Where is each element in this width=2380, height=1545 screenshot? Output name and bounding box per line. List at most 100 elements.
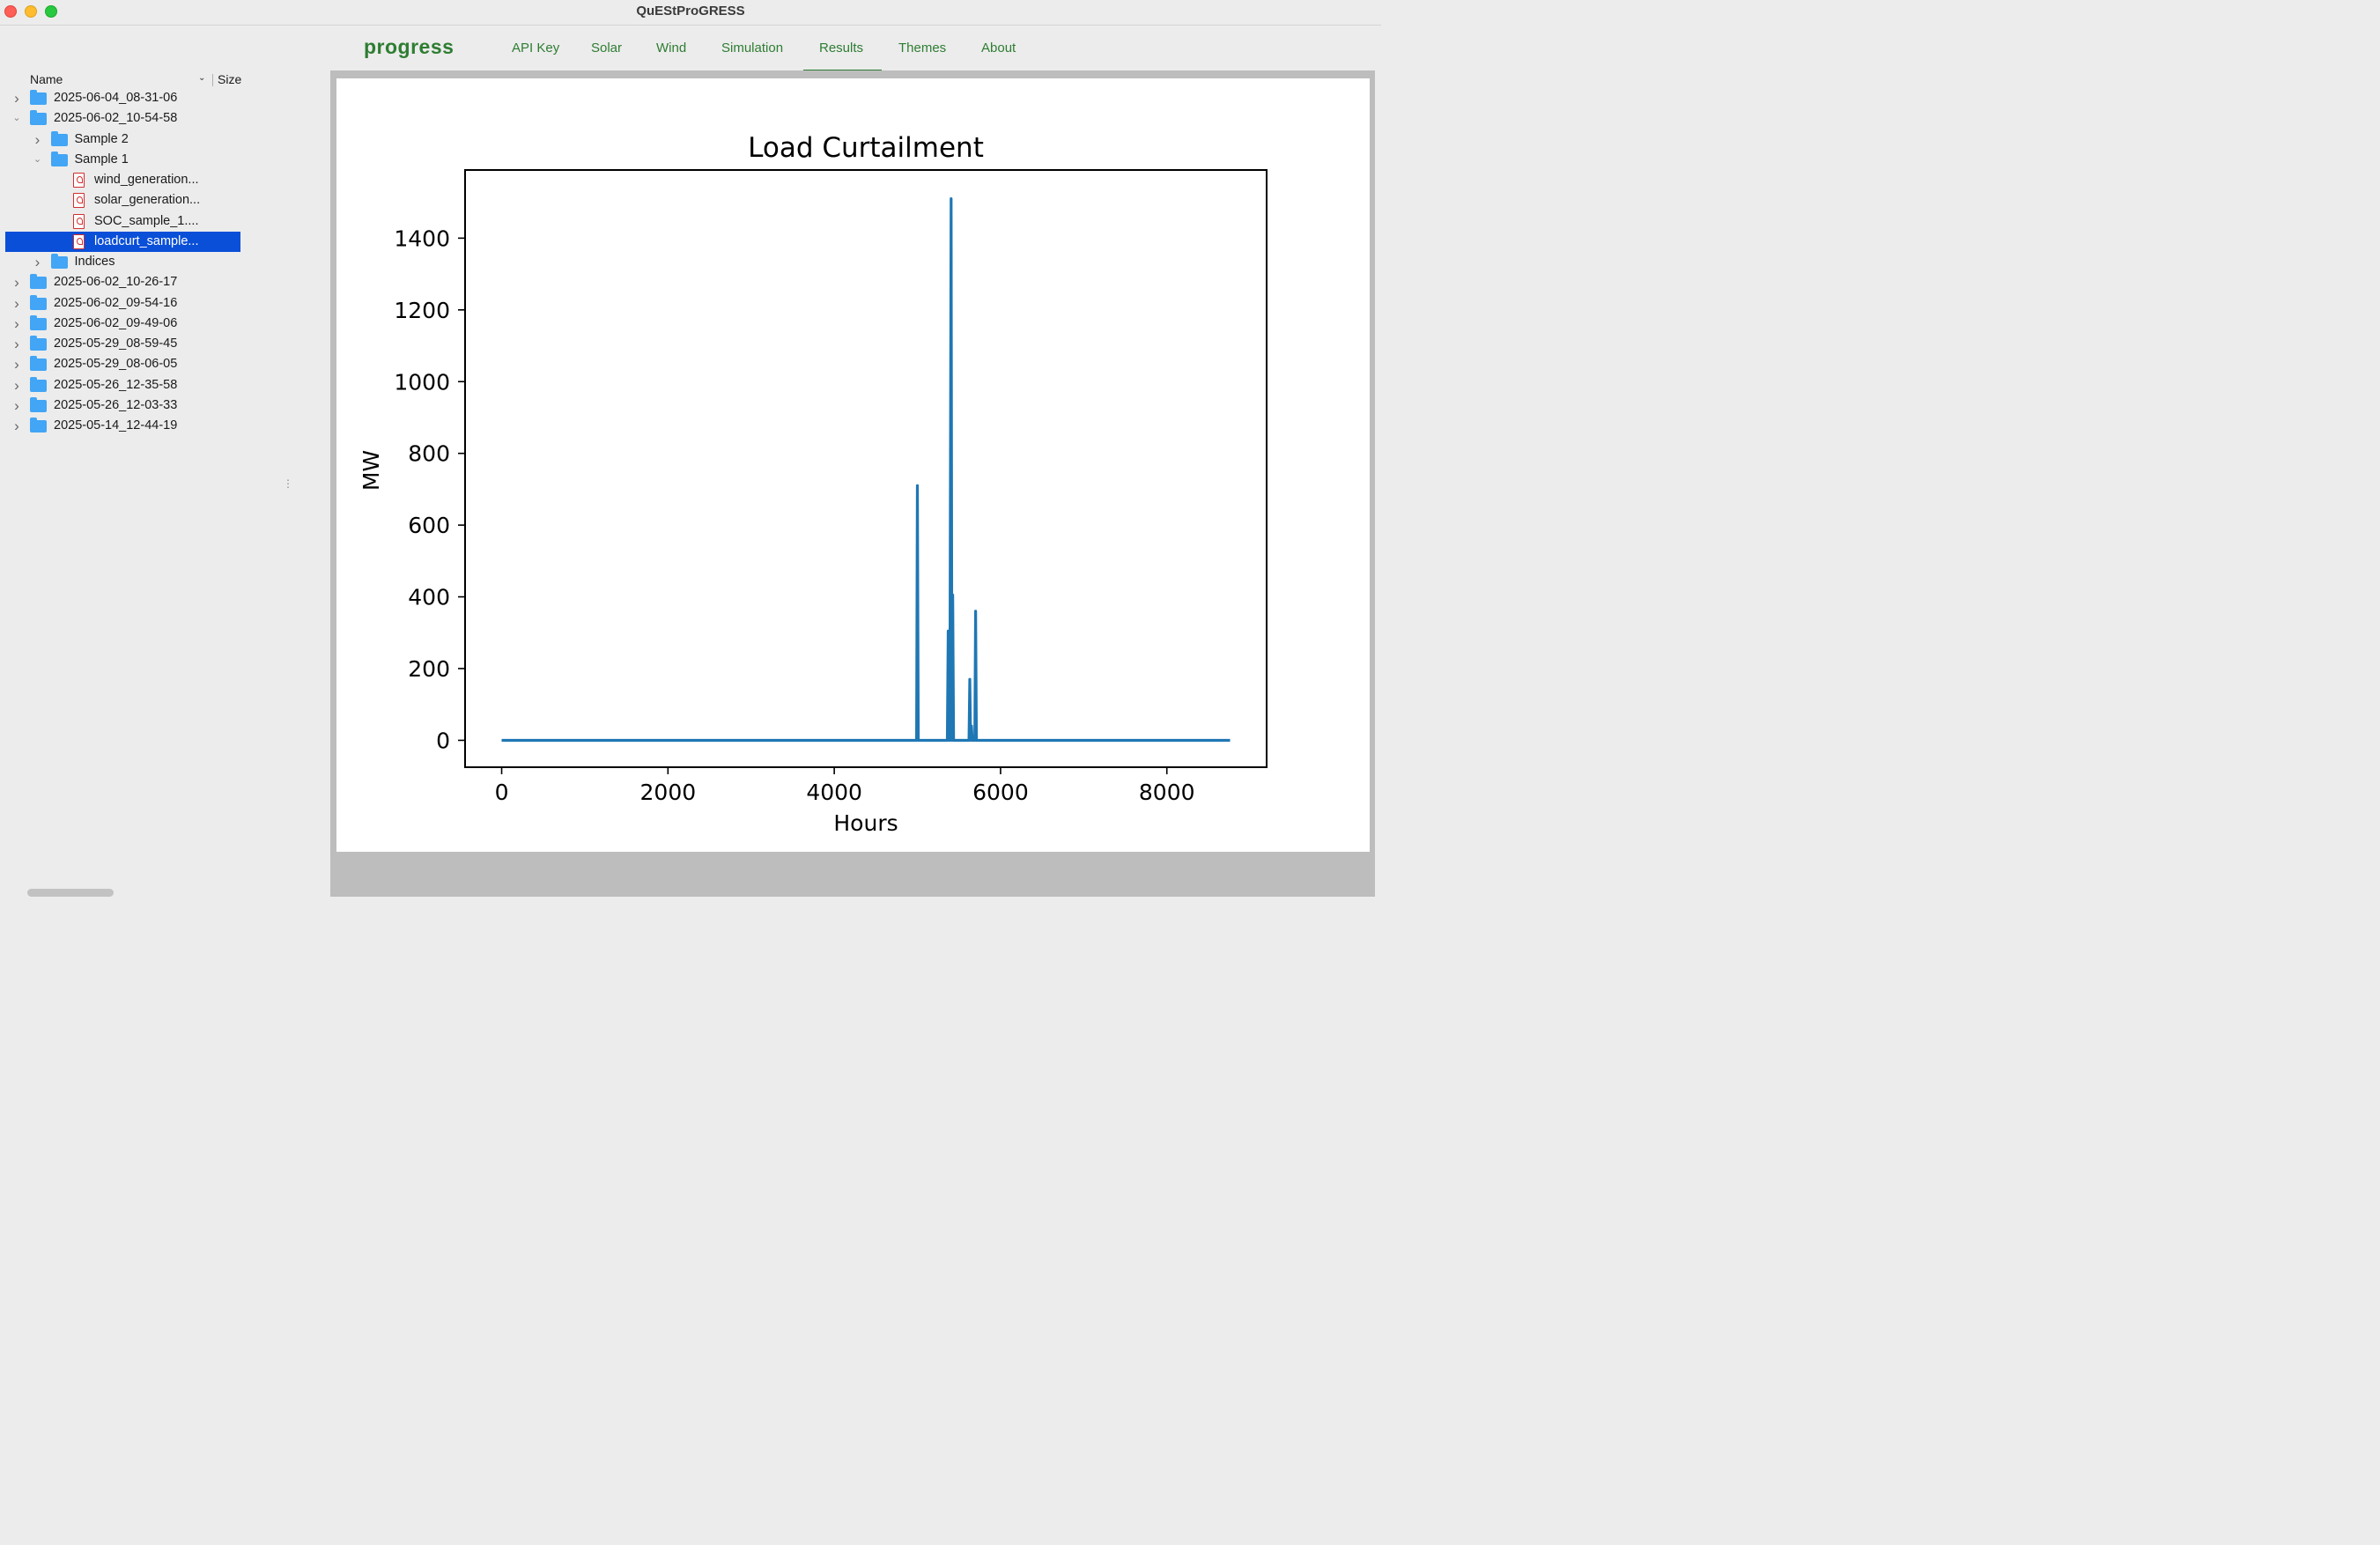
tree-item-label: 2025-06-02_10-26-17 bbox=[54, 275, 178, 290]
folder-icon bbox=[30, 274, 47, 290]
y-tick-label: 200 bbox=[408, 656, 450, 682]
splitter-handle-icon[interactable]: ⋮ bbox=[283, 477, 293, 490]
x-tick-label: 2000 bbox=[640, 780, 697, 805]
y-axis-label: MW bbox=[358, 450, 384, 491]
sort-chevron-icon[interactable]: ⌄ bbox=[198, 73, 206, 83]
folder-icon bbox=[30, 90, 47, 105]
chevron-right-icon[interactable]: › bbox=[14, 418, 19, 434]
tab-solar[interactable]: Solar bbox=[591, 41, 623, 55]
tree-folder-row[interactable]: › 2025-06-02_10-26-17 bbox=[5, 272, 240, 292]
close-window-button[interactable] bbox=[4, 5, 17, 18]
load-curtailment-chart: Load Curtailment Hours MW 0 2000 4000 6000 8… bbox=[358, 132, 1268, 836]
y-tick-label: 1400 bbox=[394, 225, 450, 251]
series-line bbox=[501, 197, 1231, 743]
folder-icon bbox=[30, 418, 47, 432]
tree-item-label: 2025-05-14_12-44-19 bbox=[54, 418, 178, 432]
pdf-file-icon bbox=[73, 193, 85, 209]
x-tick-label: 8000 bbox=[1139, 780, 1195, 805]
folder-icon bbox=[30, 336, 47, 351]
x-tick-label: 6000 bbox=[972, 780, 1029, 805]
column-header-size[interactable]: Size bbox=[218, 72, 242, 86]
tree-item-label: 2025-06-02_10-54-58 bbox=[54, 111, 178, 126]
chevron-right-icon[interactable]: › bbox=[14, 376, 19, 394]
tree-folder-row[interactable]: ⌄ 2025-06-02_10-54-58 bbox=[5, 108, 240, 129]
y-tick-label: 600 bbox=[408, 513, 450, 538]
tree-item-label: 2025-05-26_12-35-58 bbox=[54, 377, 178, 392]
folder-icon bbox=[30, 396, 47, 412]
file-browser: Name ⌄ Size › 2025-06-04_08-31-06 ⌄ 2025-06… bbox=[0, 70, 330, 897]
chevron-right-icon[interactable]: › bbox=[34, 130, 41, 148]
pdf-file-icon bbox=[73, 173, 85, 188]
tree-folder-row[interactable]: › 2025-05-29_08-06-05 bbox=[5, 354, 240, 374]
tab-api-key[interactable]: API Key bbox=[512, 41, 560, 55]
tree-folder-row[interactable]: › 2025-06-04_08-31-06 bbox=[5, 88, 240, 108]
chevron-right-icon[interactable]: › bbox=[14, 90, 19, 107]
tree-item-label: loadcurt_sample... bbox=[94, 233, 199, 248]
logo-text: progress bbox=[364, 35, 455, 58]
tree-folder-row[interactable]: › 2025-05-26_12-03-33 bbox=[5, 395, 240, 416]
tree-folder-row[interactable]: › Indices bbox=[5, 252, 240, 272]
app-logo: progress bbox=[364, 35, 454, 59]
horizontal-scrollbar[interactable] bbox=[27, 889, 114, 897]
tab-about[interactable]: About bbox=[981, 41, 1016, 55]
tree-item-label: 2025-06-02_09-54-16 bbox=[54, 295, 178, 310]
tree-folder-row[interactable]: › 2025-06-02_09-54-16 bbox=[5, 293, 240, 314]
chevron-right-icon[interactable]: › bbox=[14, 274, 19, 292]
x-tick-label: 4000 bbox=[806, 780, 862, 805]
y-tick-label: 400 bbox=[408, 585, 450, 610]
column-header-name[interactable]: Name bbox=[30, 72, 63, 86]
folder-icon bbox=[30, 314, 47, 330]
tree-item-label: Sample 2 bbox=[74, 131, 129, 146]
x-tick-label: 0 bbox=[495, 780, 509, 805]
axes-frame bbox=[464, 169, 1268, 768]
tree-item-label: 2025-06-04_08-31-06 bbox=[54, 91, 178, 105]
x-axis-label: Hours bbox=[833, 810, 898, 836]
folder-icon bbox=[30, 376, 47, 392]
tree-item-label: 2025-05-29_08-59-45 bbox=[54, 336, 178, 351]
chevron-right-icon[interactable]: › bbox=[14, 294, 19, 312]
tree-folder-row[interactable]: › 2025-05-29_08-59-45 bbox=[5, 334, 240, 354]
chevron-right-icon[interactable]: › bbox=[14, 396, 19, 414]
tree-file-row[interactable]: wind_generation... bbox=[5, 170, 240, 190]
tree-folder-row[interactable]: › 2025-05-26_12-35-58 bbox=[5, 375, 240, 395]
chevron-right-icon[interactable]: › bbox=[14, 336, 19, 352]
minimize-window-button[interactable] bbox=[25, 5, 37, 18]
tree-folder-row[interactable]: › 2025-06-02_09-49-06 bbox=[5, 314, 240, 334]
tree-item-label: wind_generation... bbox=[94, 173, 199, 187]
tree-file-row[interactable]: loadcurt_sample... bbox=[5, 231, 240, 252]
tree-item-label: 2025-05-29_08-06-05 bbox=[54, 357, 178, 372]
chevron-right-icon[interactable]: › bbox=[14, 314, 19, 332]
tree-file-row[interactable]: solar_generation... bbox=[5, 190, 240, 211]
y-tick-label: 800 bbox=[408, 441, 450, 467]
folder-icon bbox=[50, 151, 68, 166]
folder-icon bbox=[30, 110, 47, 126]
chart-canvas: Load Curtailment Hours MW 0 2000 4000 6000 8… bbox=[336, 78, 1370, 852]
tree-folder-row[interactable]: ⌄ Sample 1 bbox=[5, 150, 240, 170]
column-divider[interactable] bbox=[212, 74, 213, 86]
chevron-down-icon[interactable]: ⌄ bbox=[33, 153, 42, 165]
tree-folder-row[interactable]: › 2025-05-14_12-44-19 bbox=[5, 416, 240, 436]
maximize-window-button[interactable] bbox=[45, 5, 57, 18]
folder-icon bbox=[50, 130, 68, 146]
pdf-file-icon bbox=[73, 233, 85, 249]
window-title: QuEStProGRESS bbox=[636, 4, 745, 18]
chevron-down-icon[interactable]: ⌄ bbox=[12, 113, 21, 124]
folder-icon bbox=[30, 294, 47, 310]
tree-item-label: 2025-05-26_12-03-33 bbox=[54, 397, 178, 412]
tree-file-row[interactable]: SOC_sample_1.... bbox=[5, 211, 240, 232]
tree-item-label: 2025-06-02_09-49-06 bbox=[54, 315, 178, 330]
tree-item-label: Sample 1 bbox=[74, 152, 129, 166]
tab-results[interactable]: Results bbox=[819, 41, 864, 55]
y-tick-label: 0 bbox=[436, 728, 450, 753]
chevron-right-icon[interactable]: › bbox=[34, 254, 41, 270]
chevron-right-icon[interactable]: › bbox=[14, 356, 19, 373]
tree-item-label: Indices bbox=[74, 255, 115, 269]
folder-icon bbox=[30, 356, 47, 372]
tab-themes[interactable]: Themes bbox=[898, 41, 947, 55]
tab-simulation[interactable]: Simulation bbox=[721, 41, 784, 55]
tree-folder-row[interactable]: › Sample 2 bbox=[5, 129, 240, 150]
tab-wind[interactable]: Wind bbox=[656, 41, 687, 55]
tree-item-label: solar_generation... bbox=[94, 193, 201, 208]
y-tick-label: 1200 bbox=[394, 298, 450, 323]
pdf-file-icon bbox=[73, 213, 85, 229]
